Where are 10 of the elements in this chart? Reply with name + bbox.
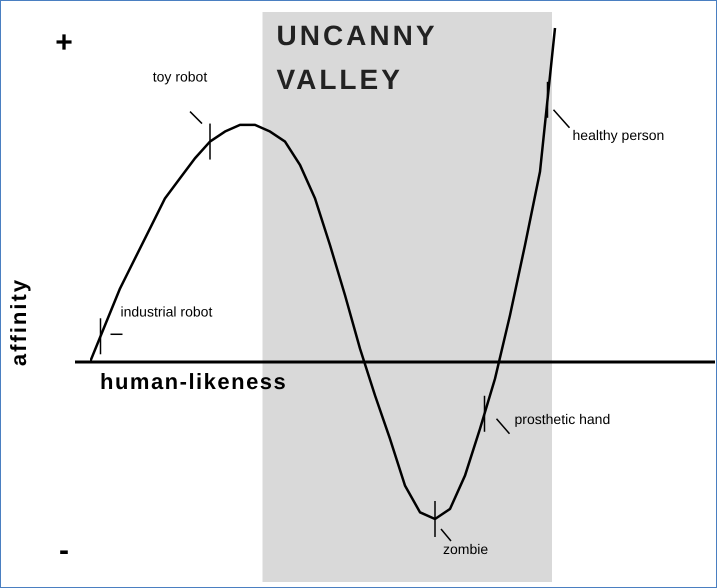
annotation: prosthetic hand [514, 410, 610, 427]
x-axis-title: human-likeness [100, 369, 288, 394]
annotation: industrial robot [120, 303, 212, 320]
annotation: UNCANNY VALLEY [276, 19, 438, 97]
text: - [59, 534, 69, 567]
text: healthy person [572, 126, 664, 143]
text: + [55, 26, 73, 59]
annotation: toy robot [152, 68, 208, 85]
text: zombie [443, 540, 488, 557]
y-axis-title: affinity [6, 278, 31, 366]
